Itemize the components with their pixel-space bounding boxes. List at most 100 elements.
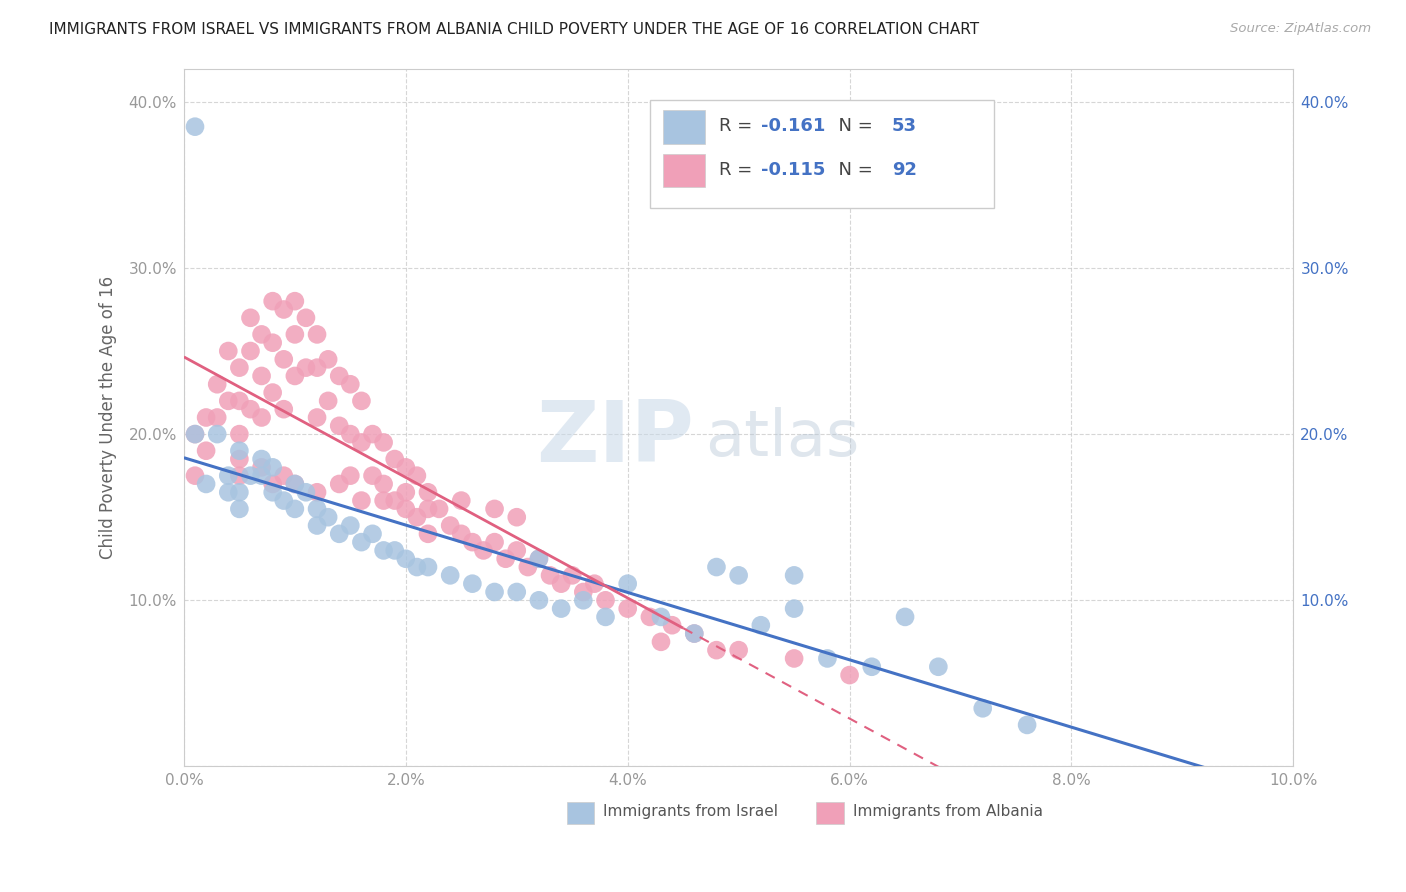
Point [416,526,439,541]
Text: Immigrants from Albania: Immigrants from Albania [853,804,1043,819]
Point [727,568,749,582]
Point [228,427,250,442]
Point [239,402,262,417]
Point [783,601,806,615]
Point [583,576,606,591]
Point [638,610,661,624]
Point [373,493,395,508]
Point [328,368,350,383]
Point [284,502,307,516]
Text: N =: N = [827,118,879,136]
Point [328,477,350,491]
Point [427,502,450,516]
Point [395,460,418,475]
Text: -0.115: -0.115 [761,161,825,178]
Point [506,585,529,599]
Point [184,120,207,134]
Point [484,585,506,599]
Point [506,510,529,524]
Point [461,576,484,591]
Point [595,610,617,624]
Point [484,535,506,549]
Point [395,502,418,516]
Point [295,360,318,375]
Point [250,327,273,342]
Point [205,410,228,425]
Point [384,493,406,508]
FancyBboxPatch shape [567,802,595,824]
Point [305,518,328,533]
Point [815,651,838,665]
Point [683,626,706,640]
Point [927,659,949,673]
Point [195,410,218,425]
Point [195,477,218,491]
Text: -0.161: -0.161 [761,118,825,136]
Point [217,485,239,500]
Point [350,435,373,450]
Point [373,477,395,491]
Point [450,526,472,541]
Point [350,393,373,408]
FancyBboxPatch shape [650,100,994,208]
Point [262,385,284,400]
Point [783,651,806,665]
Point [561,568,583,582]
Point [495,551,517,566]
Point [527,551,550,566]
Point [395,551,418,566]
Point [228,502,250,516]
Point [416,560,439,574]
Point [217,468,239,483]
Point [384,452,406,467]
Point [572,585,595,599]
Point [516,560,538,574]
Point [228,485,250,500]
Point [217,393,239,408]
FancyBboxPatch shape [664,111,706,144]
Point [550,601,572,615]
Point [439,568,461,582]
Point [228,452,250,467]
Point [527,593,550,607]
Point [217,344,239,359]
Point [305,410,328,425]
Point [273,493,295,508]
Point [416,485,439,500]
Text: 53: 53 [891,118,917,136]
Point [339,518,361,533]
Point [894,610,917,624]
FancyBboxPatch shape [664,153,706,187]
Point [749,618,772,632]
Point [284,477,307,491]
Point [650,635,672,649]
Point [284,368,307,383]
Text: IMMIGRANTS FROM ISRAEL VS IMMIGRANTS FROM ALBANIA CHILD POVERTY UNDER THE AGE OF: IMMIGRANTS FROM ISRAEL VS IMMIGRANTS FRO… [49,22,980,37]
Point [406,468,429,483]
Point [406,510,429,524]
Point [273,352,295,367]
Point [250,410,273,425]
Point [316,352,339,367]
Point [595,593,617,607]
Point [295,310,318,325]
Point [416,502,439,516]
Point [706,643,728,657]
Point [328,526,350,541]
Text: ZIP: ZIP [537,397,695,480]
Point [538,568,561,582]
Y-axis label: Child Poverty Under the Age of 16: Child Poverty Under the Age of 16 [100,276,117,559]
Point [262,485,284,500]
Point [550,576,572,591]
Point [305,327,328,342]
Text: atlas: atlas [706,408,859,469]
Point [316,393,339,408]
Point [650,610,672,624]
Point [239,468,262,483]
Text: Immigrants from Israel: Immigrants from Israel [603,804,779,819]
Point [228,443,250,458]
Point [461,535,484,549]
Point [972,701,994,715]
Point [384,543,406,558]
Point [184,468,207,483]
